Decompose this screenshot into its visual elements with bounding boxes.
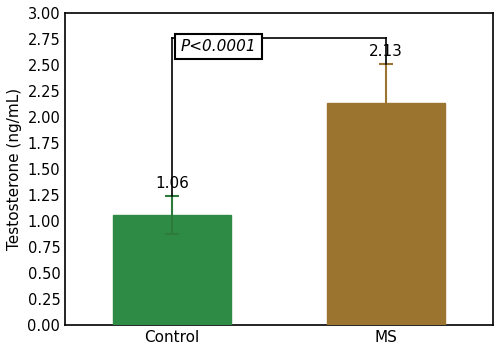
Text: P<0.0001: P<0.0001	[180, 39, 256, 54]
Text: 1.06: 1.06	[156, 176, 189, 191]
Y-axis label: Testosterone (ng/mL): Testosterone (ng/mL)	[7, 88, 22, 250]
Text: 2.13: 2.13	[369, 44, 403, 59]
Bar	[328, 103, 445, 325]
Bar	[114, 215, 231, 325]
